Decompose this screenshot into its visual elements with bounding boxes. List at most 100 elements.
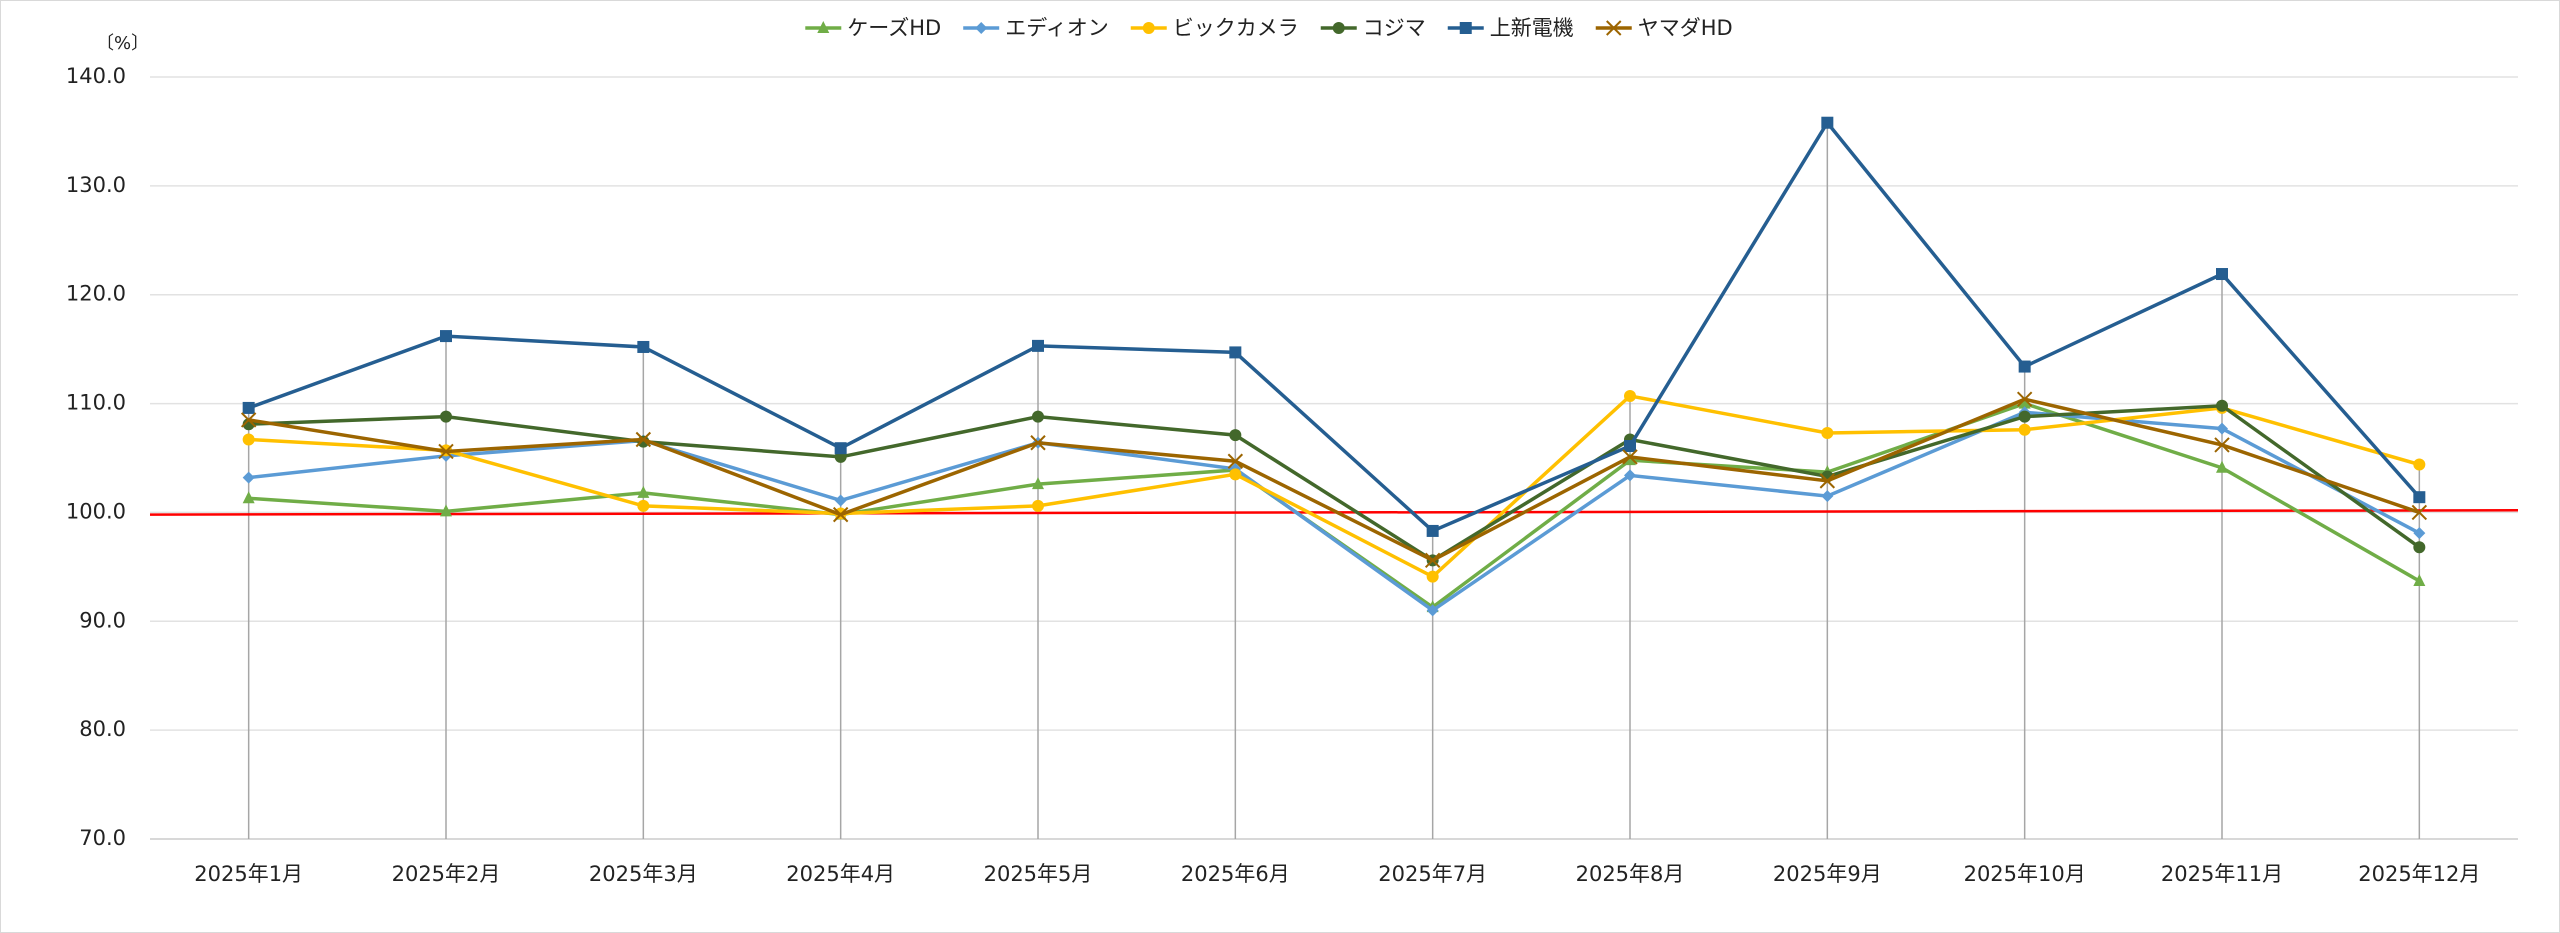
x-tick-label: 2025年4月 [786, 862, 895, 886]
x-tick-label: 2025年12月 [2358, 862, 2480, 886]
legend-label: コジマ [1363, 16, 1426, 40]
data-point [1032, 339, 1044, 352]
data-point [2018, 360, 2031, 373]
y-tick-label: 130.0 [66, 173, 126, 197]
x-tick-label: 2025年11月 [2161, 862, 2283, 886]
x-tick-label: 2025年8月 [1576, 862, 1685, 886]
series [242, 116, 2426, 537]
y-tick-label: 70.0 [79, 826, 126, 850]
data-point [2216, 399, 2228, 412]
y-tick-label: 80.0 [79, 717, 126, 741]
data-point [1821, 426, 1834, 439]
data-point [1426, 570, 1439, 583]
data-point [2018, 396, 2031, 409]
data-point [834, 494, 847, 507]
legend-marker [975, 22, 988, 34]
data-point [242, 401, 255, 414]
series [240, 391, 2428, 569]
data-point [2413, 574, 2426, 587]
x-tick-label: 2025年9月 [1773, 862, 1882, 886]
data-point [2016, 391, 2033, 407]
legend-marker [817, 21, 830, 33]
data-point [1426, 604, 1439, 617]
data-point [2413, 491, 2426, 504]
data-point [1622, 449, 1638, 465]
data-point [834, 442, 847, 455]
data-point [1821, 116, 1834, 129]
y-tick-label: 90.0 [79, 608, 126, 632]
data-point [1032, 477, 1044, 490]
series-line [248, 403, 2421, 563]
data-point [2216, 268, 2228, 281]
data-point [1624, 440, 1636, 453]
data-point [440, 330, 452, 343]
data-point [1624, 453, 1636, 466]
legend-item: 上新電機 [1447, 16, 1574, 40]
data-point [1229, 346, 1242, 359]
x-tick-label: 2025年10月 [1964, 862, 2086, 886]
data-point [242, 433, 255, 446]
x-tick-label: 2025年6月 [1181, 862, 1290, 886]
data-point [438, 443, 454, 460]
data-point [1032, 410, 1044, 423]
data-point [1624, 389, 1636, 402]
data-point [1426, 524, 1439, 537]
data-point [242, 471, 255, 484]
y-tick-label: 120.0 [66, 282, 126, 306]
series-line [248, 394, 2420, 579]
legend-item: コジマ [1320, 16, 1426, 40]
data-point [242, 491, 255, 504]
data-point [1229, 429, 1242, 442]
x-tick-label: 2025年7月 [1378, 862, 1487, 886]
legend-item: エディオン [963, 16, 1109, 40]
x-tick-label: 2025年3月 [589, 862, 698, 886]
series-line [248, 119, 2421, 533]
series-line [248, 397, 2420, 563]
data-point [440, 410, 452, 423]
y-tick-label: 110.0 [66, 391, 126, 415]
data-point [240, 412, 257, 428]
data-point [1030, 435, 1046, 451]
legend-marker [1332, 22, 1345, 34]
data-point [1821, 490, 1834, 503]
legend-item: ビックカメラ [1130, 16, 1299, 40]
legend-item: ケーズHD [805, 16, 941, 40]
data-point [1227, 453, 1244, 469]
data-point [440, 504, 452, 517]
data-point [2018, 410, 2031, 423]
legend-marker [1142, 22, 1155, 34]
data-point [635, 431, 652, 448]
data-point [2413, 527, 2426, 540]
legend-marker [1459, 22, 1472, 34]
legend-label: ケーズHD [847, 16, 941, 40]
y-tick-label: 100.0 [66, 499, 126, 523]
data-point [2411, 504, 2428, 521]
data-point [2413, 541, 2426, 554]
data-point [637, 340, 650, 353]
data-point [1229, 468, 1242, 481]
data-point [637, 499, 650, 512]
data-point [637, 485, 650, 498]
y-unit: 〔%〕 [96, 33, 149, 54]
data-point [2216, 460, 2228, 473]
x-tick-label: 2025年1月 [194, 862, 303, 886]
data-point [2214, 437, 2230, 453]
data-point [1624, 469, 1636, 482]
data-point [1032, 499, 1044, 512]
data-point [1819, 473, 1836, 489]
legend-label: ヤマダHD [1638, 16, 1733, 40]
data-point [832, 506, 849, 523]
legend-label: 上新電機 [1490, 16, 1574, 40]
legend: ケーズHD エディオン ビックカメラ コジマ 上新電機 ヤマダHD [805, 16, 1733, 40]
legend-marker [1606, 20, 1622, 36]
y-tick-label: 140.0 [66, 64, 126, 88]
data-point [1424, 552, 1441, 569]
x-tick-label: 2025年2月 [392, 862, 501, 886]
data-point [2216, 422, 2228, 435]
data-point [2018, 423, 2031, 436]
data-point [2413, 458, 2426, 471]
legend-label: エディオン [1005, 16, 1109, 40]
x-tick-label: 2025年5月 [984, 862, 1093, 886]
